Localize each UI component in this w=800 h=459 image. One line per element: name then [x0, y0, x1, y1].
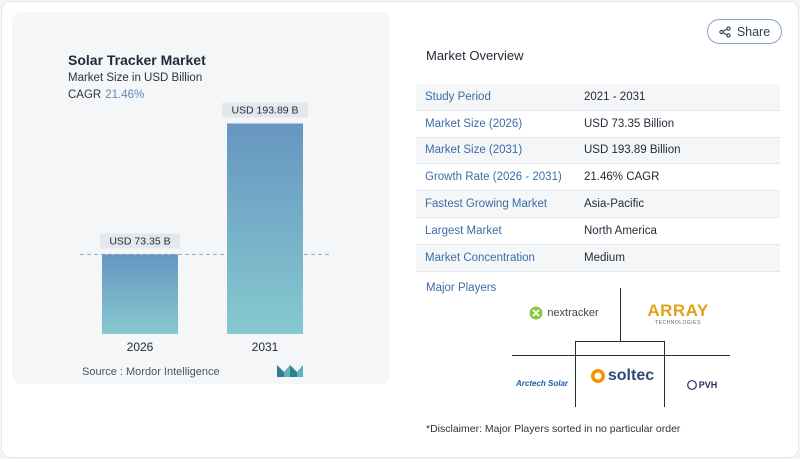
row-label: Growth Rate (2026 - 2031): [425, 171, 562, 184]
source-text: Source : Mordor Intelligence: [82, 366, 220, 378]
row-value: North America: [584, 224, 657, 237]
bar-2031: [227, 123, 303, 334]
overview-row: Largest Market North America: [416, 218, 780, 245]
row-value: Asia-Pacific: [584, 198, 645, 211]
overview-row: Market Size (2031) USD 193.89 Billion: [416, 137, 780, 165]
row-label: Market Concentration: [425, 251, 535, 264]
players-title: Major Players: [426, 282, 497, 294]
soltec-wordmark: soltec: [607, 367, 655, 384]
soltec-sun-icon: [590, 369, 605, 383]
overview-title: Market Overview: [426, 48, 524, 63]
divider: [512, 355, 730, 356]
soltec-logo: soltec: [586, 364, 658, 388]
row-value: USD 193.89 Billion: [584, 144, 681, 157]
overview-row: Fastest Growing Market Asia-Pacific: [416, 191, 780, 218]
overview-row: Market Size (2026) USD 73.35 Billion: [416, 111, 780, 138]
share-button[interactable]: Share: [707, 19, 782, 44]
disclaimer: *Disclaimer: Major Players sorted in no …: [426, 423, 681, 435]
pvh-mark-icon: [686, 380, 697, 390]
row-label: Largest Market: [425, 224, 502, 237]
chart-card: [12, 12, 390, 384]
pvh-logo: PVH: [682, 377, 722, 393]
row-label: Study Period: [425, 90, 491, 103]
row-value: USD 73.35 Billion: [584, 117, 675, 130]
overview-row: Market Concentration Medium: [416, 244, 780, 272]
array-tagline: TECHNOLOGIES: [655, 320, 701, 326]
cagr-line: CAGR 21.46%: [68, 89, 144, 101]
data-label: USD 193.89 B: [231, 104, 298, 116]
nextracker-mark-icon: [529, 306, 543, 320]
overview-table: Study Period 2021 - 2031 Market Size (202…: [416, 84, 780, 272]
row-label: Fastest Growing Market: [425, 198, 548, 211]
divider: [575, 341, 576, 407]
row-value: 2021 - 2031: [584, 90, 646, 103]
cagr-value: 21.46%: [105, 89, 145, 101]
chart-subtitle: Market Size in USD Billion: [68, 72, 203, 84]
mordor-logo-icon: [277, 365, 303, 377]
nextracker-wordmark: nextracker: [547, 307, 599, 319]
pvh-wordmark: PVH: [698, 380, 718, 390]
nextracker-logo: nextracker: [524, 304, 604, 322]
array-logo: ARRAY TECHNOLOGIES: [647, 300, 709, 328]
bar-chart: USD 73.35 B 2026 USD 193.89 B 2031: [80, 102, 330, 354]
row-label: Market Size (2026): [425, 117, 523, 130]
share-icon: [719, 25, 731, 38]
arctech-wordmark: Arctech Solar: [515, 378, 569, 388]
chart-title: Solar Tracker Market: [68, 52, 206, 68]
overview-row: Growth Rate (2026 - 2031) 21.46% CAGR: [416, 164, 780, 192]
share-label: Share: [736, 24, 771, 39]
x-tick-label: 2026: [127, 340, 154, 354]
divider: [664, 341, 665, 407]
x-tick-label: 2031: [252, 340, 279, 354]
divider: [620, 288, 621, 342]
data-label: USD 73.35 B: [109, 235, 170, 247]
array-wordmark: ARRAY: [647, 301, 709, 320]
row-value: Medium: [584, 251, 625, 264]
divider: [575, 341, 664, 342]
arctech-logo: Arctech Solar: [514, 376, 570, 390]
data-label-bg: [99, 233, 181, 249]
overview-row: Study Period 2021 - 2031: [416, 84, 780, 111]
cagr-label: CAGR: [68, 89, 102, 101]
data-label-bg: [221, 102, 309, 118]
bar-2026: [102, 254, 178, 334]
row-label: Market Size (2031): [425, 144, 523, 157]
row-value: 21.46% CAGR: [584, 171, 660, 184]
